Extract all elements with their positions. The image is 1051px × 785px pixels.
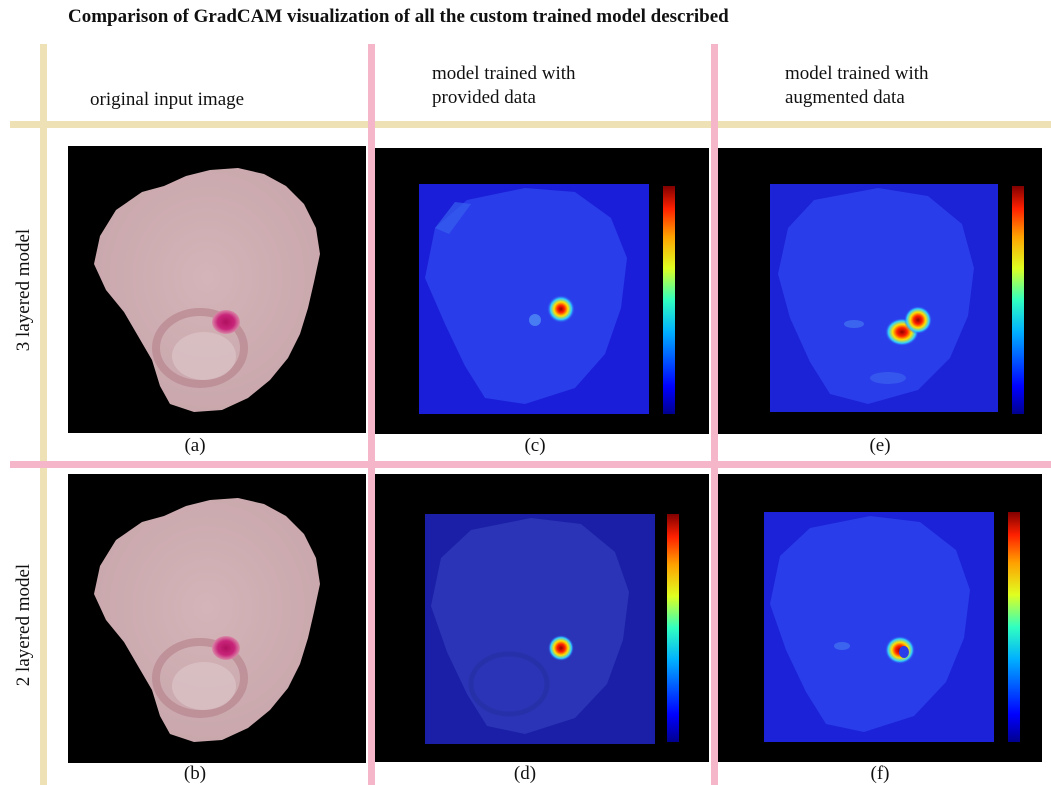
color-scale-bar (667, 514, 679, 742)
parasite (212, 636, 240, 660)
panel-caption: (e) (869, 435, 891, 456)
panel-caption: (b) (183, 763, 207, 784)
panel-a-original-image (68, 146, 366, 433)
figure-title: Comparison of GradCAM visualization of a… (68, 6, 729, 27)
red-blood-cell (94, 168, 320, 412)
vertical-divider-right (711, 44, 718, 785)
color-scale-bar (1012, 186, 1024, 414)
column-header-line: provided data (432, 87, 536, 108)
color-scale-bar (663, 186, 675, 414)
horizontal-divider-top (10, 121, 1051, 128)
panel-caption: (a) (184, 435, 206, 456)
red-blood-cell (94, 498, 320, 742)
column-header-line: augmented data (785, 87, 905, 108)
panel-f-gradcam-augmented-2-layer (718, 474, 1042, 762)
column-header-line: model trained with (785, 63, 929, 84)
column-header-provided-data: model trained with provided data (432, 62, 576, 110)
column-header-augmented-data: model trained with augmented data (785, 62, 929, 110)
column-header-line: original input image (90, 89, 245, 110)
panel-caption: (d) (513, 763, 537, 784)
parasite (212, 310, 240, 334)
vertical-divider-center (368, 44, 375, 785)
panel-caption: (f) (870, 763, 890, 784)
panel-b-original-image (68, 474, 366, 763)
panel-c-gradcam-provided-3-layer (375, 148, 709, 434)
vertical-divider-left (40, 44, 47, 785)
column-header-line: model trained with (432, 63, 576, 84)
column-header-original: original input image (90, 88, 244, 112)
panel-e-gradcam-augmented-3-layer (718, 148, 1042, 434)
color-scale-bar (1008, 512, 1020, 742)
row-label-3-layered: 3 layered model (13, 228, 34, 352)
row-label-2-layered: 2 layered model (13, 563, 34, 687)
horizontal-divider-middle (10, 461, 1051, 468)
panel-d-gradcam-provided-2-layer (375, 474, 709, 762)
panel-caption: (c) (524, 435, 546, 456)
